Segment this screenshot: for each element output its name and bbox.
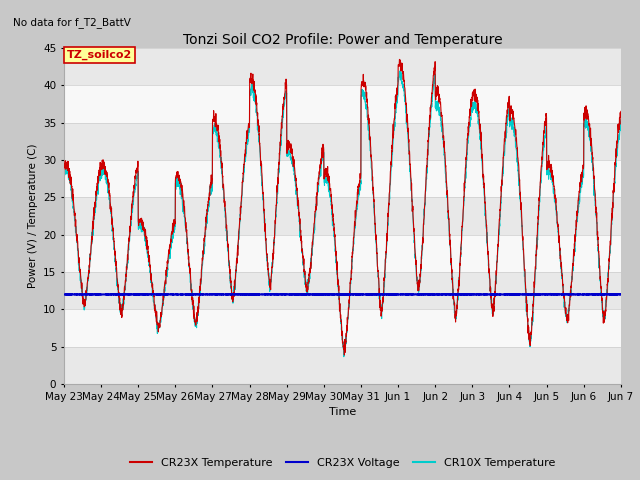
Title: Tonzi Soil CO2 Profile: Power and Temperature: Tonzi Soil CO2 Profile: Power and Temper… (182, 33, 502, 47)
Bar (64, 85, 621, 123)
Bar (64, 160, 621, 197)
Bar (64, 48, 621, 85)
Bar (64, 272, 621, 309)
Bar (64, 309, 621, 347)
Text: No data for f_T2_BattV: No data for f_T2_BattV (13, 17, 131, 28)
Y-axis label: Power (V) / Temperature (C): Power (V) / Temperature (C) (28, 144, 38, 288)
Text: TZ_soilco2: TZ_soilco2 (67, 50, 132, 60)
Bar (64, 123, 621, 160)
Legend: CR23X Temperature, CR23X Voltage, CR10X Temperature: CR23X Temperature, CR23X Voltage, CR10X … (125, 454, 559, 472)
Bar (64, 235, 621, 272)
Bar (64, 347, 621, 384)
X-axis label: Time: Time (329, 407, 356, 417)
Bar (64, 197, 621, 235)
